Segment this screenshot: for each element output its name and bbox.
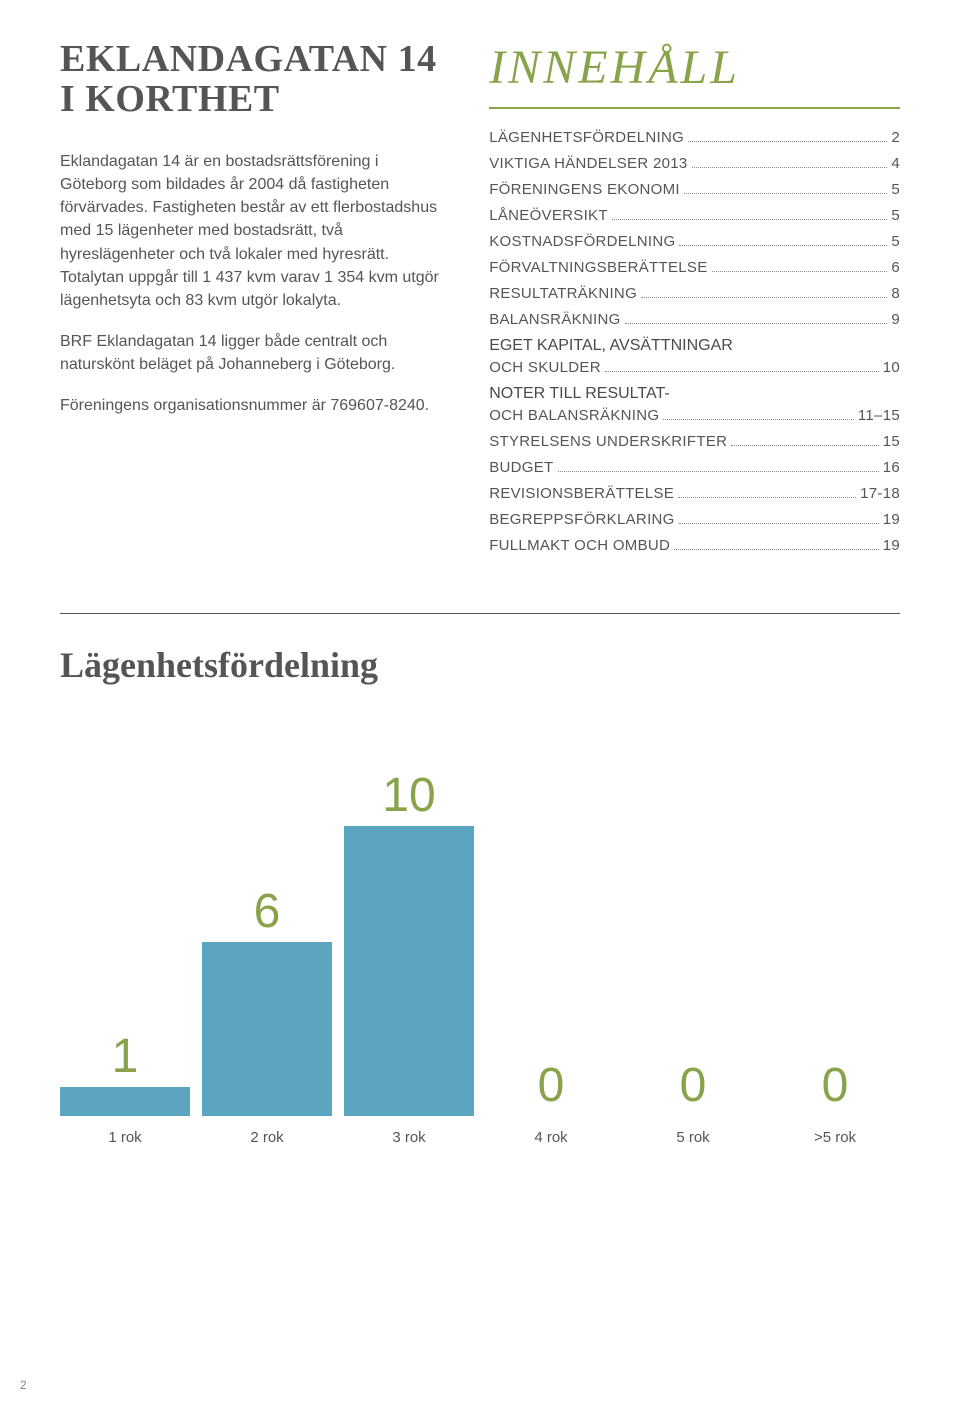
bar-category-label: 5 rok	[628, 1129, 758, 1146]
toc-item-label: REVISIONSBERÄTTELSE	[489, 485, 674, 502]
toc-item-label: RESULTATRÄKNING	[489, 285, 637, 302]
toc-item-page: 10	[883, 359, 900, 376]
bar-slot: 10	[344, 756, 474, 1116]
toc-item-page: 11–15	[858, 407, 900, 424]
toc-list: LÄGENHETSFÖRDELNING 2 VIKTIGA HÄNDELSER 20…	[489, 129, 900, 554]
toc-leader	[605, 371, 879, 372]
toc-item-page: 6	[891, 259, 900, 276]
toc-item-page: 2	[891, 129, 900, 146]
toc-item: KOSTNADSFÖRDELNING 5	[489, 233, 900, 250]
page-title: EKLANDAGATAN 14 I KORTHET	[60, 40, 439, 120]
toc-item-label: BALANSRÄKNING	[489, 311, 620, 328]
intro-paragraph-2: BRF Eklandagatan 14 ligger både centralt…	[60, 330, 439, 376]
toc-leader	[663, 419, 854, 420]
toc-item-page: 9	[891, 311, 900, 328]
bar-value-label: 0	[680, 1062, 707, 1110]
toc-item: NOTER TILL RESULTAT- OCH BALANSRÄKNING 11–…	[489, 385, 900, 424]
toc-leader	[688, 141, 887, 142]
toc-item-label: KOSTNADSFÖRDELNING	[489, 233, 675, 250]
bar-slot: 6	[202, 756, 332, 1116]
toc-item: BUDGET 16	[489, 459, 900, 476]
toc-title: INNEHÅLL	[489, 40, 900, 95]
toc-item: REVISIONSBERÄTTELSE 17-18	[489, 485, 900, 502]
toc-leader	[684, 193, 887, 194]
toc-leader	[558, 471, 879, 472]
toc-item-page: 19	[883, 511, 900, 528]
toc-item-label: FÖRVALTNINGSBERÄTTELSE	[489, 259, 707, 276]
toc-item: BALANSRÄKNING 9	[489, 311, 900, 328]
chart-section-title: Lägenhetsfördelning	[60, 644, 900, 686]
toc-item-page: 5	[891, 181, 900, 198]
bar-rect	[344, 826, 474, 1116]
toc-item-label: LÅNEÖVERSIKT	[489, 207, 608, 224]
toc-leader	[678, 497, 856, 498]
toc-item-label: STYRELSENS UNDERSKRIFTER	[489, 433, 727, 450]
toc-item-label: LÄGENHETSFÖRDELNING	[489, 129, 684, 146]
bar-slot: 0	[628, 756, 758, 1116]
section-divider	[60, 613, 900, 614]
bar-value-label: 10	[382, 772, 435, 820]
toc-item-label: FÖRENINGENS EKONOMI	[489, 181, 680, 198]
toc-leader	[692, 167, 888, 168]
toc-item-label: FULLMAKT OCH OMBUD	[489, 537, 670, 554]
toc-leader	[674, 549, 879, 550]
toc-item-page: 16	[883, 459, 900, 476]
toc-divider	[489, 107, 900, 109]
toc-leader	[679, 245, 887, 246]
bar-rect	[60, 1087, 190, 1116]
toc-leader	[679, 523, 879, 524]
toc-item-page: 5	[891, 233, 900, 250]
distribution-bar-chart: 1 6 10 0 0 0 1 rok 2 rok 3 rok 4 rok 5 rok >5 rok	[60, 726, 900, 1146]
toc-item-label: VIKTIGA HÄNDELSER 2013	[489, 155, 687, 172]
toc-item: RESULTATRÄKNING 8	[489, 285, 900, 302]
title-line-1: EKLANDAGATAN 14	[60, 38, 437, 80]
toc-item: FÖRVALTNINGSBERÄTTELSE 6	[489, 259, 900, 276]
toc-leader	[731, 445, 878, 446]
toc-item-page: 5	[891, 207, 900, 224]
bar-value-label: 1	[112, 1033, 139, 1081]
toc-item-label: BUDGET	[489, 459, 553, 476]
toc-item: LÄGENHETSFÖRDELNING 2	[489, 129, 900, 146]
bar-value-label: 0	[822, 1062, 849, 1110]
title-line-2: I KORTHET	[60, 78, 280, 120]
bar-category-label: >5 rok	[770, 1129, 900, 1146]
bar-value-label: 0	[538, 1062, 565, 1110]
bar-slot: 1	[60, 756, 190, 1116]
bar-slot: 0	[486, 756, 616, 1116]
toc-item: EGET KAPITAL, AVSÄTTNINGAR OCH SKULDER 10	[489, 337, 900, 376]
bar-category-label: 2 rok	[202, 1129, 332, 1146]
toc-item-page: 4	[891, 155, 900, 172]
toc-item-page: 17-18	[860, 485, 900, 502]
toc-leader	[625, 323, 888, 324]
bar-category-label: 4 rok	[486, 1129, 616, 1146]
toc-item-label: NOTER TILL RESULTAT-	[489, 385, 669, 403]
bar-slot: 0	[770, 756, 900, 1116]
bar-category-label: 1 rok	[60, 1129, 190, 1146]
toc-item-page: 8	[891, 285, 900, 302]
toc-item: VIKTIGA HÄNDELSER 2013 4	[489, 155, 900, 172]
bar-category-label: 3 rok	[344, 1129, 474, 1146]
toc-item: FÖRENINGENS EKONOMI 5	[489, 181, 900, 198]
toc-leader	[641, 297, 887, 298]
toc-leader	[612, 219, 888, 220]
toc-item: STYRELSENS UNDERSKRIFTER 15	[489, 433, 900, 450]
bar-value-label: 6	[254, 888, 281, 936]
toc-item-label: BEGREPPSFÖRKLARING	[489, 511, 674, 528]
toc-item-label: OCH SKULDER	[489, 359, 601, 376]
toc-item-page: 19	[883, 537, 900, 554]
toc-item-label: OCH BALANSRÄKNING	[489, 407, 659, 424]
toc-leader	[712, 271, 888, 272]
toc-item-page: 15	[883, 433, 900, 450]
toc-item: FULLMAKT OCH OMBUD 19	[489, 537, 900, 554]
intro-paragraph-3: Föreningens organisationsnummer är 76960…	[60, 394, 439, 417]
intro-paragraph-1: Eklandagatan 14 är en bostadsrättsföreni…	[60, 150, 439, 312]
bar-rect	[202, 942, 332, 1116]
toc-item: BEGREPPSFÖRKLARING 19	[489, 511, 900, 528]
page-number: 2	[20, 1378, 27, 1392]
toc-item: LÅNEÖVERSIKT 5	[489, 207, 900, 224]
toc-item-label: EGET KAPITAL, AVSÄTTNINGAR	[489, 337, 733, 355]
